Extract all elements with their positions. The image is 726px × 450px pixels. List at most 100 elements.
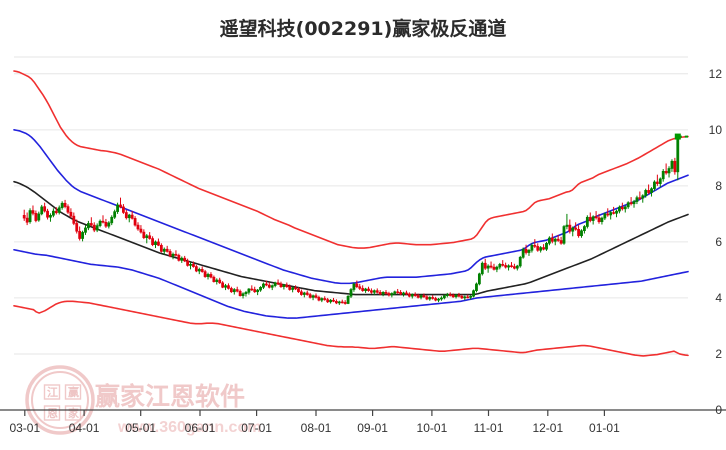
candle-body [314,295,318,298]
candle-body [370,290,373,293]
candle-body [267,284,271,288]
candle-body [454,294,458,298]
candle-body [574,227,578,230]
candle-body [533,244,537,247]
candle-body [588,216,592,221]
candle-body [305,292,309,295]
band-line-lower-outer-band [13,300,689,357]
candle-body [635,197,639,202]
candle-body [81,232,84,239]
candle-body [667,168,671,174]
y-axis-tick-label: 4 [715,291,722,305]
candle-body [620,206,624,210]
candle-body [299,291,303,295]
candle-body [151,238,154,245]
candle-body [425,296,429,300]
candle-body [22,214,26,219]
candle-body [72,215,76,224]
candle-body [556,238,560,241]
candle-body [399,292,403,295]
candle-body [387,293,391,296]
candle-body [442,295,446,299]
candle-body [413,294,417,296]
candle-body [247,288,251,293]
candle-body [203,271,207,277]
candle-body [457,294,461,297]
candle-body [396,291,400,294]
candle-body [480,262,484,275]
candle-body [416,295,420,298]
candle-body [451,294,455,298]
candle-body [177,255,181,261]
candle-body [332,299,335,302]
candle-body [545,243,548,250]
band-line-lower-inner-band [13,248,689,319]
candle-body [440,297,443,300]
watermark-seal-char: 赢 [68,385,79,399]
candle-body [57,207,61,213]
x-axis-tick-label: 10-01 [417,421,448,435]
candle-body [279,283,283,288]
x-axis-tick-label: 07-01 [241,421,272,435]
candle-body [40,206,44,215]
candle-body [650,188,653,193]
candle-body [84,227,87,233]
candle-body [562,226,566,244]
watermark-seal-char: 家 [68,406,80,420]
candle-body [609,212,613,216]
candle-body [49,214,52,218]
candle-body [291,287,295,290]
candle-body [157,241,160,246]
candle-body [218,279,222,284]
candle-body [565,224,569,227]
candle-body [241,293,245,296]
candle-body [273,282,277,286]
candle-body [419,295,423,298]
last-close-marker-layer [674,133,688,140]
candle-body [145,235,149,239]
candle-body [658,178,662,184]
candle-body [194,266,198,272]
candle-body [521,248,525,258]
candle-body [229,288,233,293]
candle-body [232,289,236,293]
candle-body [510,265,513,268]
candle-body [116,204,119,212]
candle-body [407,293,411,297]
x-axis-tick-label: 04-01 [69,421,100,435]
candle-body [335,300,338,304]
candle-body [43,206,47,212]
candle-body [434,298,438,301]
watermark-seal-box [43,405,61,421]
candle-body [259,286,262,291]
candle-body [119,204,122,208]
candle-body [606,213,610,216]
candle-body [591,216,595,221]
candle-body [615,210,618,214]
candle-body [250,288,254,291]
candle-body [89,223,93,226]
candle-body [632,201,636,205]
candle-body [437,298,440,301]
candle-body [200,269,204,272]
y-axis-tick-label: 8 [715,179,722,193]
candle-body [402,292,405,295]
candle-body [527,250,531,253]
candle-body [483,262,487,269]
candle-body [661,171,665,180]
candle-body [352,283,356,290]
candle-body [384,292,388,294]
candle-body [518,257,522,267]
candle-body [673,160,677,173]
candle-body [63,202,67,207]
candle-body [189,264,192,266]
candle-body [130,214,134,219]
candle-body [264,283,268,286]
candle-body [378,292,382,295]
candle-body [343,302,347,304]
x-axis-tick-label: 03-01 [9,421,40,435]
y-axis-tick-label: 10 [709,123,723,137]
candle-body [536,246,540,251]
candle-body [31,210,35,214]
